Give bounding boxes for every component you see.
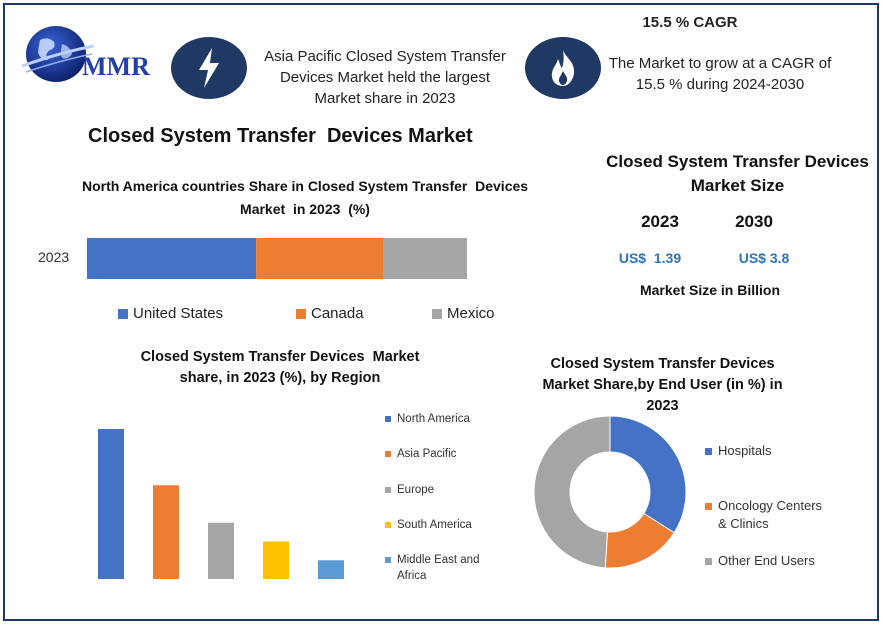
market-size-title: Closed System Transfer Devices Market Si… <box>606 152 869 195</box>
region-bar-north-america <box>98 429 124 579</box>
flame-icon <box>551 50 575 86</box>
donut-slice-hospitals <box>609 415 687 534</box>
legend-swatch <box>385 416 391 422</box>
legend-label: Other End Users <box>718 553 815 568</box>
stacked-bar-category-label: 2023 <box>38 249 70 265</box>
legend-asia-pacific: Asia Pacific <box>385 446 495 462</box>
end-user-chart-title: Closed System Transfer Devices Market Sh… <box>542 356 783 414</box>
stacked-bar-mexico <box>383 238 467 279</box>
region-chart-title: Closed System Transfer Devices Market sh… <box>140 349 424 386</box>
legend-other-end-users: Other End Users <box>705 552 830 570</box>
end-user-donut-chart <box>533 415 687 569</box>
market-size-value-2030: US$ 3.8 <box>738 250 790 266</box>
legend-europe: Europe <box>385 482 495 498</box>
market-size-year-2023: 2023 <box>641 212 679 231</box>
legend-swatch <box>385 522 391 528</box>
cagr-title: 15.5 % CAGR <box>642 14 738 31</box>
cagr-text: The Market to grow at a CAGR of 15.5 % d… <box>608 55 832 93</box>
legend-hospitals: Hospitals <box>705 442 830 460</box>
legend-swatch <box>705 558 712 565</box>
legend-swatch <box>385 557 391 563</box>
legend-label: Hospitals <box>718 443 772 458</box>
legend-label: Europe <box>397 484 435 496</box>
donut-slice-other-end-users <box>533 415 611 569</box>
legend-swatch <box>385 451 391 457</box>
logo: MMR <box>18 22 163 86</box>
highlight-badge <box>171 37 247 99</box>
legend-united-states: United States <box>118 305 223 322</box>
stacked-bar-united-states <box>87 238 257 279</box>
legend-label: Mexico <box>447 305 495 322</box>
legend-swatch <box>385 487 391 493</box>
cagr-badge <box>525 37 601 99</box>
legend-label: Oncology Centers & Clinics <box>718 498 823 531</box>
legend-swatch <box>296 308 306 319</box>
legend-label: Middle East and Africa <box>397 554 480 582</box>
logo-text: MMR <box>82 52 150 81</box>
region-bar-middle-east-and-africa <box>318 560 344 579</box>
region-bar-south-america <box>263 541 289 579</box>
legend-middle-east-and-africa: Middle East and Africa <box>385 552 495 584</box>
region-bar-asia-pacific <box>153 485 179 579</box>
legend-swatch <box>432 308 442 319</box>
market-size-caption: Market Size in Billion <box>639 282 781 298</box>
legend-south-america: South America <box>385 517 495 533</box>
legend-label: North America <box>397 413 470 425</box>
legend-label: South America <box>397 519 472 531</box>
market-size-year-2030: 2030 <box>735 212 773 231</box>
north-america-stacked-chart <box>87 238 467 279</box>
lightning-bolt-icon <box>199 48 219 88</box>
legend-north-america: North America <box>385 411 495 427</box>
stacked-bar-canada <box>256 238 384 279</box>
region-bar-chart <box>98 429 344 579</box>
page-title: Closed System Transfer Devices Market <box>88 125 473 147</box>
legend-swatch <box>705 503 712 510</box>
legend-oncology-centers-clinics: Oncology Centers & Clinics <box>705 497 830 533</box>
region-bar-europe <box>208 522 234 579</box>
globe-icon <box>21 26 95 82</box>
legend-swatch <box>118 308 128 319</box>
legend-label: United States <box>133 305 224 322</box>
highlight-text: Asia Pacific Closed System Transfer Devi… <box>264 48 506 107</box>
legend-swatch <box>705 448 712 455</box>
legend-label: Canada <box>311 305 364 322</box>
legend-canada: Canada <box>296 305 364 322</box>
legend-mexico: Mexico <box>432 305 495 322</box>
market-size-value-2023: US$ 1.39 <box>618 250 682 266</box>
infographic-frame <box>3 3 879 621</box>
legend-label: Asia Pacific <box>397 448 457 460</box>
north-america-chart-title: North America countries Share in Closed … <box>81 178 536 217</box>
